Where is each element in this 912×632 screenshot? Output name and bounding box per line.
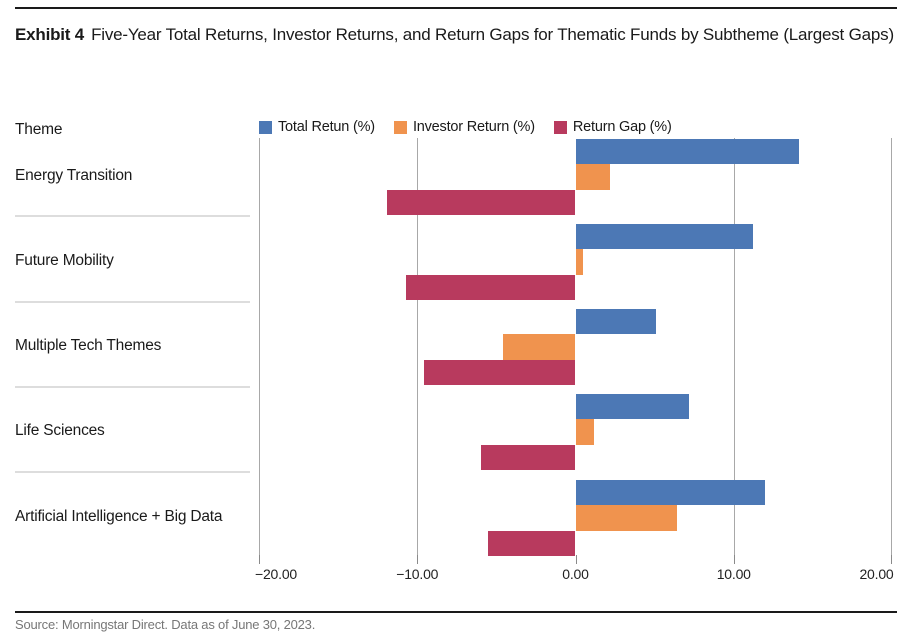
total-return-swatch-icon [259, 120, 272, 134]
row-separator [15, 215, 250, 217]
category-label-energy-transition: Energy Transition [15, 167, 133, 184]
category-label-life-sciences: Life Sciences [15, 422, 105, 439]
bar-series1-cat2 [502, 334, 576, 360]
source-note: Source: Morningstar Direct. Data as of J… [15, 617, 316, 632]
row-separator [15, 471, 250, 473]
top-rule [15, 7, 897, 9]
axis-tick--20 [259, 555, 260, 564]
row-separator [15, 386, 250, 388]
legend-label-total-return: Total Retun (%) [278, 119, 375, 135]
legend-item-investor-return: Investor Return (%) [393, 119, 535, 135]
plot-area: −20.00 −10.00 0.00 10.00 20.00 [255, 138, 894, 582]
bar-series1-cat4 [575, 505, 677, 531]
bar-series2-cat2 [423, 359, 576, 385]
bar-series2-cat0 [387, 189, 576, 215]
legend-item-total-return: Total Retun (%) [259, 119, 375, 135]
gridline-20 [891, 138, 892, 555]
axis-tick--10 [417, 555, 419, 564]
bottom-rule [15, 611, 897, 613]
bar-series0-cat1 [575, 224, 753, 250]
exhibit-title-text: Five-Year Total Returns, Investor Return… [91, 25, 894, 44]
return-gap-swatch-icon [553, 120, 567, 134]
category-label-multiple-tech-themes: Multiple Tech Themes [15, 337, 162, 354]
theme-column-header: Theme [15, 121, 63, 138]
bar-series2-cat1 [406, 274, 576, 300]
bar-series1-cat0 [575, 164, 611, 190]
investor-return-swatch-icon [393, 120, 407, 134]
row-separator [15, 301, 250, 303]
bar-series0-cat3 [575, 394, 690, 420]
bar-series2-cat3 [480, 444, 576, 470]
axis-tick-label: 10.00 [716, 566, 751, 582]
axis-tick-label: 20.00 [859, 566, 894, 582]
axis-tick-label: −20.00 [254, 566, 297, 582]
axis-tick-10 [733, 555, 735, 564]
gridline--10 [417, 138, 419, 555]
gridline-10 [733, 138, 735, 555]
legend-label-return-gap: Return Gap (%) [572, 119, 672, 135]
exhibit-title: Exhibit 4 Five-Year Total Returns, Invest… [15, 18, 901, 52]
exhibit-label: Exhibit 4 [15, 25, 85, 44]
bar-series1-cat3 [575, 419, 595, 445]
gridline--20 [259, 138, 260, 555]
legend-item-return-gap: Return Gap (%) [553, 119, 672, 135]
axis-tick-20 [891, 555, 892, 564]
bar-series1-cat1 [575, 249, 584, 275]
bar-series0-cat0 [575, 139, 799, 165]
bar-series0-cat2 [575, 309, 657, 335]
bar-series2-cat4 [488, 530, 576, 556]
category-label-future-mobility: Future Mobility [15, 252, 114, 269]
axis-tick-0 [575, 555, 577, 564]
bar-series0-cat4 [575, 480, 766, 506]
chart-legend: Total Retun (%) Investor Return (%) Retu… [259, 119, 672, 135]
axis-tick-label: −10.00 [396, 566, 439, 582]
legend-label-investor-return: Investor Return (%) [412, 119, 535, 135]
axis-tick-label: 0.00 [562, 566, 589, 582]
category-label-ai-big-data: Artificial Intelligence + Big Data [15, 508, 223, 525]
